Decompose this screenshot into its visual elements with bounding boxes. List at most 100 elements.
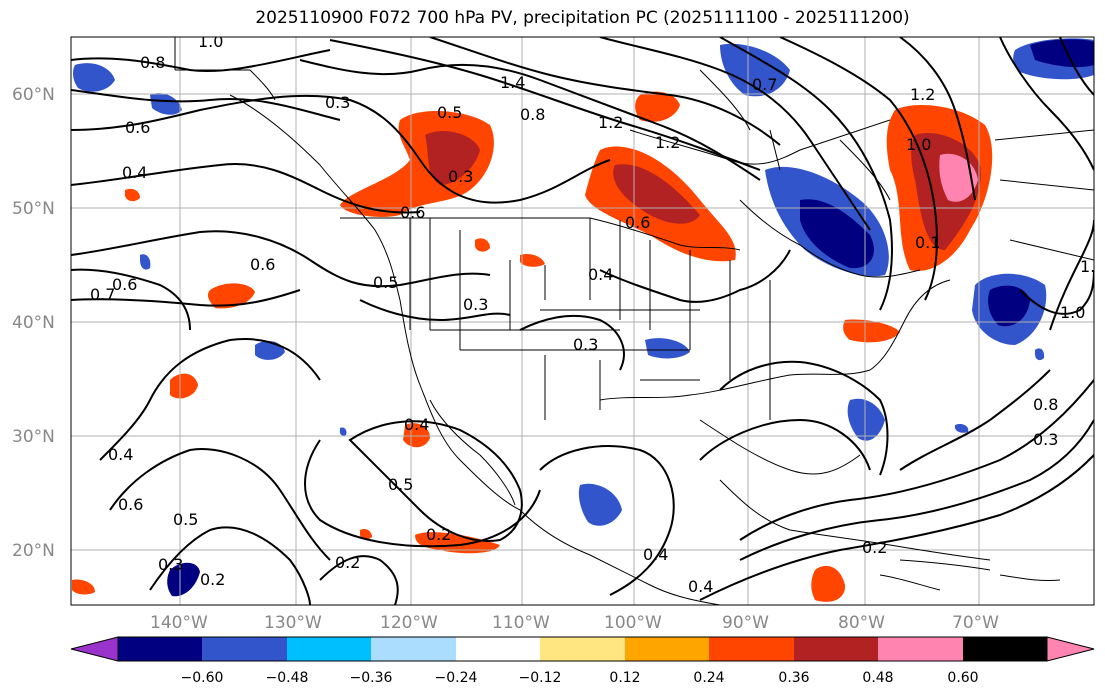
contour-label: 0.5	[173, 510, 198, 529]
precip-negative-patch	[720, 43, 790, 97]
colorbar-extend-high	[1046, 636, 1095, 662]
pv-contours	[71, 37, 1094, 605]
contour-label: 1.2	[655, 133, 680, 152]
precip-negative-patch	[140, 254, 151, 270]
contour-label: 0.4	[122, 163, 147, 182]
precip-negative-patch	[339, 427, 347, 436]
colorbar-segment	[963, 637, 1047, 661]
contour-label: 1.4	[500, 73, 525, 92]
map-area: 1.0 0.8 0.6 0.3 0.5 0.4 0.3 0.6 0.6 0.7 …	[71, 37, 1105, 605]
colorbar-segment	[794, 637, 878, 661]
longitude-labels: 140°W 130°W 120°W 110°W 100°W 90°W 80°W …	[150, 613, 999, 633]
contour-label: 0.5	[437, 103, 462, 122]
lon-label-70: 70°W	[952, 613, 999, 633]
colorbar-tick: −0.36	[350, 670, 393, 686]
colorbar-tick: −0.60	[181, 670, 224, 686]
contour-label: 1.0	[1060, 303, 1085, 322]
lat-label-30: 30°N	[12, 427, 55, 447]
colorbar-segment	[371, 637, 456, 661]
precip-negative-patch	[955, 423, 969, 433]
colorbar-ticks: −0.60 −0.48 −0.36 −0.24 −0.12 0.12 0.24 …	[181, 670, 979, 686]
contour-label: 0.5	[373, 273, 398, 292]
precip-positive-patch	[843, 319, 900, 343]
precip-positive-patch	[72, 579, 95, 595]
precip-positive-patch	[475, 238, 490, 252]
contour-label: 0.2	[862, 538, 887, 557]
lon-label-130: 130°W	[264, 613, 322, 633]
precip-positive-patch	[520, 254, 545, 267]
colorbar-segment	[878, 637, 963, 661]
precip-negative-patch	[73, 63, 115, 92]
colorbar-segment	[625, 637, 709, 661]
map-title: 2025110900 F072 700 hPa PV, precipitatio…	[255, 8, 910, 28]
precip-negative-patch	[167, 562, 200, 597]
precip-negative-patch	[1035, 348, 1045, 361]
contour-label: 0.4	[688, 577, 713, 596]
lon-label-110: 110°W	[492, 613, 550, 633]
lon-label-100: 100°W	[604, 613, 662, 633]
colorbar-segment	[202, 637, 287, 661]
contour-label: 0.4	[643, 545, 668, 564]
contour-label: 0.7	[752, 75, 777, 94]
precip-shading	[72, 38, 1094, 602]
contour-label: 0.3	[325, 93, 350, 112]
contour-label: 0.8	[520, 105, 545, 124]
contour-label: 1.0	[1080, 257, 1105, 276]
colorbar-tick: −0.48	[266, 670, 309, 686]
colorbar-tick: 0.36	[778, 670, 809, 686]
contour-label: 0.5	[388, 475, 413, 494]
precip-negative-patch	[255, 340, 285, 360]
colorbar-tick: 0.60	[947, 670, 978, 686]
colorbar-segment	[540, 637, 625, 661]
contour-label: 0.3	[1033, 430, 1058, 449]
colorbar-tick: −0.12	[519, 670, 562, 686]
precip-positive-core	[613, 164, 700, 224]
precip-negative-core	[800, 199, 874, 269]
contour-label: 0.6	[125, 118, 150, 137]
contour-labels: 1.0 0.8 0.6 0.3 0.5 0.4 0.3 0.6 0.6 0.7 …	[90, 37, 1105, 596]
lat-label-50: 50°N	[12, 199, 55, 219]
lon-label-90: 90°W	[722, 613, 769, 633]
colorbar-frame	[117, 636, 1048, 662]
lon-label-80: 80°W	[838, 613, 885, 633]
lat-label-20: 20°N	[12, 541, 55, 561]
contour-label: 0.4	[108, 445, 133, 464]
contour-label: 0.6	[400, 203, 425, 222]
precip-negative-patch	[150, 93, 182, 115]
contour-label: 0.2	[426, 525, 451, 544]
contour-label: 0.3	[463, 295, 488, 314]
map-frame	[70, 36, 1095, 606]
contour-label: 0.6	[625, 213, 650, 232]
lon-label-120: 120°W	[380, 613, 438, 633]
contour-label: 0.4	[404, 415, 429, 434]
precip-positive-core	[425, 130, 480, 185]
precip-positive-patch	[360, 528, 372, 540]
precip-positive-patch	[415, 532, 500, 554]
precip-negative-core	[1030, 39, 1094, 68]
precip-negative-core	[988, 285, 1030, 327]
contour-label: 0.3	[573, 335, 598, 354]
contour-label: 0.6	[112, 275, 137, 294]
contour-label: 0.4	[588, 265, 613, 284]
colorbar: −0.60 −0.48 −0.36 −0.24 −0.12 0.12 0.24 …	[70, 636, 1095, 686]
contour-label: 0.8	[140, 53, 165, 72]
contour-label: 1.0	[906, 135, 931, 154]
precip-positive-patch	[811, 565, 846, 602]
lat-label-60: 60°N	[12, 85, 55, 105]
latitude-labels: 60°N 50°N 40°N 30°N 20°N	[12, 85, 55, 561]
graticule	[71, 37, 1094, 605]
precip-negative-patch	[847, 398, 885, 441]
lat-label-40: 40°N	[12, 313, 55, 333]
precip-negative-patch	[645, 338, 690, 359]
contour-label: 1.2	[598, 113, 623, 132]
colorbar-segment	[456, 637, 540, 661]
contour-label: 0.6	[118, 495, 143, 514]
precip-positive-patch	[207, 283, 255, 309]
lon-label-140: 140°W	[150, 613, 208, 633]
contour-label: 0.7	[90, 285, 115, 304]
colorbar-tick: 0.24	[693, 670, 724, 686]
precip-positive-patch	[635, 91, 680, 122]
colorbar-extend-low	[70, 636, 119, 662]
precip-negative-patch	[578, 483, 622, 526]
